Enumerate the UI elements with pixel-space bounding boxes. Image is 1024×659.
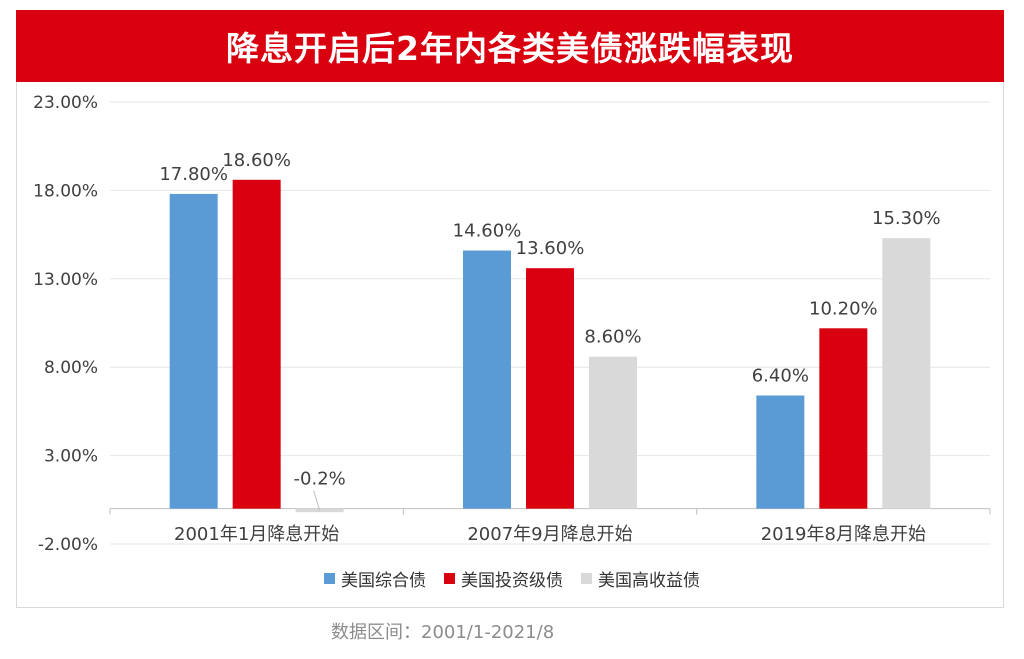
legend-label: 美国投资级债 xyxy=(461,571,563,591)
bar xyxy=(819,328,868,509)
category-label: 2019年8月降息开始 xyxy=(761,524,926,545)
bar xyxy=(756,395,805,509)
data-label: 15.30% xyxy=(872,208,941,229)
legend-swatch xyxy=(581,573,592,584)
y-tick-label: 3.00% xyxy=(44,447,98,467)
legend-label: 美国高收益债 xyxy=(598,571,700,591)
data-label: 14.60% xyxy=(453,221,522,242)
data-label: 18.60% xyxy=(222,150,291,171)
chart-title: 降息开启后2年内各类美债涨跌幅表现 xyxy=(226,29,794,68)
bar xyxy=(882,238,931,509)
legend-label: 美国综合债 xyxy=(341,571,426,591)
category-label: 2007年9月降息开始 xyxy=(467,524,632,545)
y-tick-label: 13.00% xyxy=(33,270,98,290)
bar xyxy=(232,179,281,509)
y-tick-label: 23.00% xyxy=(33,93,98,113)
y-tick-label: 8.00% xyxy=(44,358,98,378)
bar xyxy=(589,356,637,509)
data-label: 8.60% xyxy=(584,327,641,348)
leader-line xyxy=(313,490,321,511)
data-label: -0.2% xyxy=(294,469,346,490)
bar xyxy=(169,193,218,509)
y-tick-label: -2.00% xyxy=(38,535,98,555)
bar xyxy=(463,250,511,509)
legend-swatch xyxy=(324,573,335,584)
data-label: 17.80% xyxy=(159,164,228,185)
legend-item: 美国高收益债 xyxy=(581,566,700,591)
y-tick-label: 18.00% xyxy=(33,181,98,201)
data-label: 10.20% xyxy=(809,298,878,319)
category-label: 2001年1月降息开始 xyxy=(174,524,339,545)
source-note: 数据区间：2001/1-2021/8 xyxy=(331,622,555,643)
title-bar: 降息开启后2年内各类美债涨跌幅表现 xyxy=(16,10,1004,82)
legend-item: 美国投资级债 xyxy=(444,566,563,591)
legend-item: 美国综合债 xyxy=(324,566,426,591)
data-label: 6.40% xyxy=(752,365,809,386)
legend: 美国综合债 美国投资级债 美国高收益债 xyxy=(0,566,1024,591)
legend-swatch xyxy=(444,573,455,584)
bar xyxy=(526,268,574,509)
data-label: 13.60% xyxy=(516,238,585,259)
